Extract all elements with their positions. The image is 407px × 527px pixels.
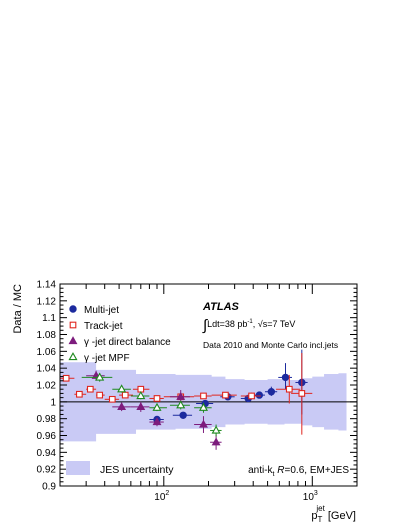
data-point — [210, 434, 222, 450]
point-marker — [117, 384, 127, 393]
point-marker — [176, 391, 186, 400]
data-point — [194, 402, 212, 413]
legend-label: Track-jet — [84, 321, 123, 332]
point-marker — [199, 419, 208, 428]
point-marker — [62, 374, 70, 382]
data-point — [149, 395, 164, 402]
point-marker — [136, 391, 146, 400]
point-marker — [285, 385, 293, 393]
y-tick-label: 1 — [50, 397, 56, 408]
legend-entry: Track-jet — [69, 321, 123, 332]
data-point — [211, 391, 237, 399]
data-point — [291, 353, 313, 435]
legend-entry: γ -jet direct balance — [68, 336, 171, 348]
y-tick-label: 1.1 — [42, 313, 56, 324]
y-tick-label: 1.12 — [37, 296, 57, 307]
data-series-layer — [60, 349, 313, 450]
data-point — [130, 401, 150, 412]
data-point — [278, 363, 293, 390]
y-tick-label: 1.06 — [37, 347, 57, 358]
point-marker — [117, 402, 127, 410]
data-point — [149, 402, 167, 412]
point-marker — [267, 388, 276, 396]
x-tick-label: 103 — [303, 490, 318, 503]
legend-label: JES uncertainty — [100, 464, 174, 476]
legend-marker — [69, 321, 77, 329]
data-point — [276, 374, 301, 404]
data-point — [96, 391, 105, 399]
point-marker — [248, 392, 255, 400]
data-point — [149, 417, 164, 427]
point-marker — [211, 437, 221, 446]
data-point — [169, 400, 190, 410]
y-tick-label: 0.92 — [37, 465, 57, 476]
atlas-label: ATLAS — [202, 301, 240, 313]
point-marker — [222, 391, 229, 399]
y-tick-label: 1.14 — [37, 280, 57, 291]
point-marker — [200, 392, 207, 400]
legend-entry: γ -jet MPF — [68, 352, 130, 364]
legend-label: Multi-jet — [84, 305, 119, 316]
y-axis-label: Data / MC — [12, 284, 24, 334]
series-3 — [81, 372, 222, 437]
y-tick-label: 0.98 — [37, 414, 57, 425]
point-marker — [136, 402, 146, 410]
data-point — [112, 402, 131, 412]
point-marker — [76, 390, 83, 398]
point-marker — [298, 390, 306, 397]
y-tick-label: 0.96 — [37, 431, 57, 442]
point-marker — [153, 395, 161, 402]
data-point — [240, 392, 261, 400]
legend-marker — [69, 305, 77, 313]
point-marker — [96, 391, 104, 399]
data-point — [86, 385, 97, 393]
axes: 0.9 0.92 0.94 0.96 0.98 1 1.02 1.04 1.06 1.08 1.1 1… — [37, 280, 358, 503]
x-axis-label: pTjet [GeV] — [311, 504, 356, 524]
point-marker — [198, 402, 209, 411]
x-tick-label: 102 — [154, 490, 169, 503]
point-marker — [281, 373, 290, 382]
point-marker — [152, 402, 162, 411]
data-point — [74, 390, 87, 398]
legend-entry: Multi-jet — [69, 305, 119, 316]
point-marker — [95, 372, 105, 381]
legend: Multi-jet Track-jet γ -jet direct balance γ… — [66, 305, 174, 476]
y-tick-label: 0.9 — [42, 482, 56, 493]
legend-label: γ -jet MPF — [84, 353, 130, 364]
point-marker — [121, 391, 129, 399]
y-tick-label: 1.08 — [37, 330, 57, 341]
data-point — [60, 374, 75, 382]
data-point — [264, 386, 278, 396]
y-tick-label: 0.94 — [37, 448, 57, 459]
data-point — [172, 411, 193, 419]
legend-marker — [68, 336, 78, 345]
dataset-label: Data 2010 and Monte Carlo incl.jets — [203, 340, 338, 350]
point-marker — [176, 400, 186, 409]
data-point — [253, 391, 265, 399]
data-point — [194, 416, 212, 433]
point-marker — [86, 385, 94, 393]
algorithm-label: anti-kt R=0.6, EM+JES — [248, 465, 349, 478]
data-point — [130, 391, 150, 400]
legend-marker — [68, 352, 78, 361]
legend-band-swatch — [66, 461, 90, 475]
data-point — [112, 384, 131, 393]
data-point — [104, 395, 120, 403]
data-point — [81, 372, 113, 382]
point-marker — [255, 391, 264, 399]
point-marker — [211, 425, 221, 434]
point-marker — [108, 395, 116, 403]
y-tick-label: 1.04 — [37, 364, 57, 375]
legend-label: γ -jet direct balance — [84, 337, 171, 348]
point-marker — [152, 417, 162, 426]
data-point — [194, 392, 212, 400]
series-2 — [86, 370, 222, 450]
y-tick-label: 1.02 — [37, 381, 57, 392]
luminosity-label: ∫Ldt=38 pb-1, √s=7 TeV — [202, 317, 295, 334]
data-point — [210, 424, 222, 437]
point-marker — [179, 411, 187, 419]
legend-entry: JES uncertainty — [66, 461, 174, 476]
